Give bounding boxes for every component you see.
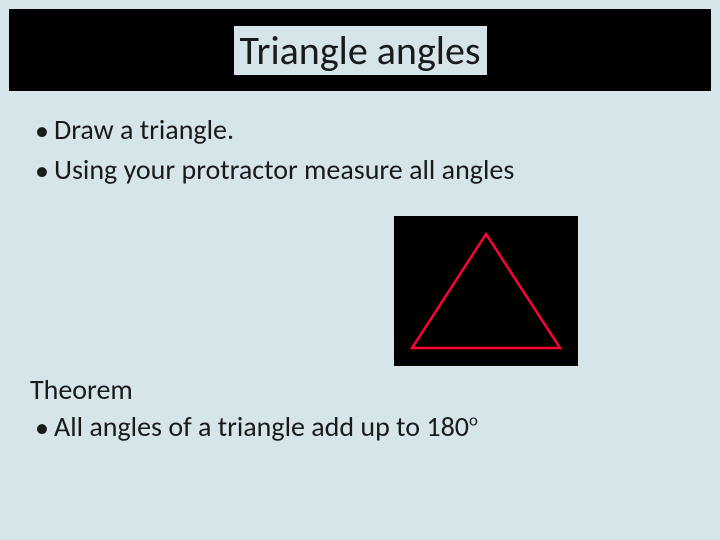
theorem-heading: Theorem (30, 372, 690, 407)
theorem-text-prefix: All angles of a triangle add up to 180 (54, 409, 469, 444)
bullet-marker: • (30, 409, 54, 445)
list-item: • Using your protractor measure all angl… (30, 152, 690, 188)
theorem-superscript: o (469, 410, 478, 431)
bullet-text: Draw a triangle. (54, 112, 234, 147)
triangle-polygon (412, 234, 560, 348)
content-area: • Draw a triangle. • Using your protract… (30, 112, 690, 191)
slide: Triangle angles • Draw a triangle. • Usi… (0, 0, 720, 540)
bullet-marker: • (30, 112, 54, 148)
theorem-block: Theorem • All angles of a triangle add u… (30, 372, 690, 449)
triangle-figure (394, 216, 578, 366)
title-bar (9, 9, 711, 91)
list-item: • Draw a triangle. (30, 112, 690, 148)
list-item: • All angles of a triangle add up to 180… (30, 409, 690, 445)
bullet-text: Using your protractor measure all angles (54, 152, 514, 187)
theorem-text: All angles of a triangle add up to 180o (54, 409, 478, 444)
triangle-icon (406, 228, 566, 354)
bullet-marker: • (30, 152, 54, 188)
